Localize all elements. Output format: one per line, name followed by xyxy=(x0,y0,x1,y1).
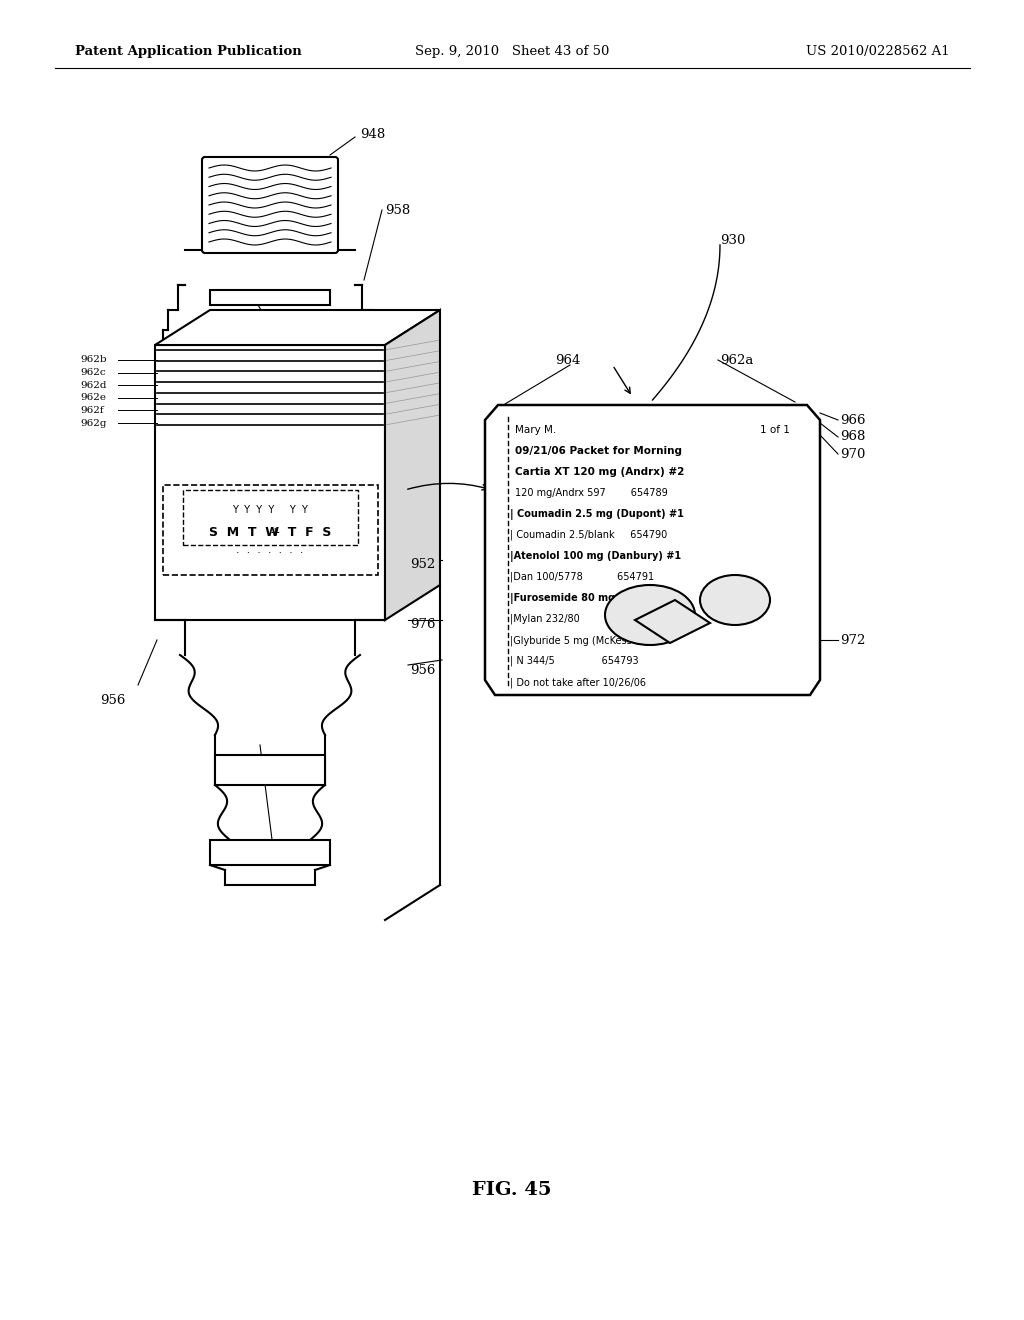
Text: 120 mg/Andrx 597        654789: 120 mg/Andrx 597 654789 xyxy=(515,488,668,498)
Text: 962b: 962b xyxy=(80,355,106,364)
Text: 972: 972 xyxy=(840,634,865,647)
Text: Y  Y  Y  Y     Y  Y: Y Y Y Y Y Y xyxy=(232,506,308,515)
Text: |Glyburide 5 mg (McKesson) 1: |Glyburide 5 mg (McKesson) 1 xyxy=(510,635,656,645)
Text: 978: 978 xyxy=(243,754,267,767)
FancyBboxPatch shape xyxy=(202,157,338,253)
Bar xyxy=(183,490,358,545)
Text: Cartia XT 120 mg (Andrx) #2: Cartia XT 120 mg (Andrx) #2 xyxy=(515,467,684,477)
Bar xyxy=(210,290,330,305)
Text: |Furosemide 80 mg (Mylan) #1: |Furosemide 80 mg (Mylan) #1 xyxy=(510,593,679,605)
Text: 956: 956 xyxy=(410,664,435,676)
Bar xyxy=(155,345,385,620)
Text: S  M  T  W  T  F  S: S M T W T F S xyxy=(209,525,331,539)
Text: 948: 948 xyxy=(360,128,385,141)
Text: | Coumadin 2.5 mg (Dupont) #1: | Coumadin 2.5 mg (Dupont) #1 xyxy=(510,510,684,520)
Text: +: + xyxy=(269,525,281,539)
Text: Mary M.: Mary M. xyxy=(515,425,556,436)
Ellipse shape xyxy=(605,585,695,645)
Text: 1 of 1: 1 of 1 xyxy=(760,425,790,436)
Text: 966: 966 xyxy=(840,413,865,426)
Bar xyxy=(215,755,325,785)
Text: 962a: 962a xyxy=(720,354,754,367)
Polygon shape xyxy=(155,310,440,345)
Text: 964: 964 xyxy=(555,354,581,367)
Text: US 2010/0228562 A1: US 2010/0228562 A1 xyxy=(806,45,950,58)
Text: 962c: 962c xyxy=(80,368,105,378)
Text: 976: 976 xyxy=(410,619,435,631)
Text: | Coumadin 2.5/blank     654790: | Coumadin 2.5/blank 654790 xyxy=(510,531,668,540)
Polygon shape xyxy=(635,601,710,643)
Text: 962g: 962g xyxy=(80,418,106,428)
Text: | N 344/5               654793: | N 344/5 654793 xyxy=(510,656,639,667)
Text: 970: 970 xyxy=(840,447,865,461)
Bar xyxy=(163,484,378,576)
Text: |Mylan 232/80           654792: |Mylan 232/80 654792 xyxy=(510,614,651,624)
Text: ·  ·  ·  ·  ·  ·  ·: · · · · · · · xyxy=(237,548,304,558)
Text: Sep. 9, 2010   Sheet 43 of 50: Sep. 9, 2010 Sheet 43 of 50 xyxy=(415,45,609,58)
Text: 958: 958 xyxy=(385,203,411,216)
Text: |Dan 100/5778           654791: |Dan 100/5778 654791 xyxy=(510,572,654,582)
Text: 930: 930 xyxy=(720,234,745,247)
Bar xyxy=(210,840,330,865)
Polygon shape xyxy=(385,310,440,620)
Text: FIG. 45: FIG. 45 xyxy=(472,1181,552,1199)
Text: | Do not take after 10/26/06: | Do not take after 10/26/06 xyxy=(510,677,646,688)
Text: |Atenolol 100 mg (Danbury) #1: |Atenolol 100 mg (Danbury) #1 xyxy=(510,550,681,562)
Text: Patent Application Publication: Patent Application Publication xyxy=(75,45,302,58)
Text: 962f: 962f xyxy=(80,407,103,414)
Text: 952: 952 xyxy=(410,558,435,572)
Text: 09/21/06 Packet for Morning: 09/21/06 Packet for Morning xyxy=(515,446,682,455)
Text: 968: 968 xyxy=(840,430,865,444)
Text: 956: 956 xyxy=(100,693,125,706)
Text: 962d: 962d xyxy=(80,380,106,389)
Text: 962e: 962e xyxy=(80,393,106,403)
Ellipse shape xyxy=(700,576,770,624)
Text: 960: 960 xyxy=(230,293,255,306)
Polygon shape xyxy=(485,405,820,696)
